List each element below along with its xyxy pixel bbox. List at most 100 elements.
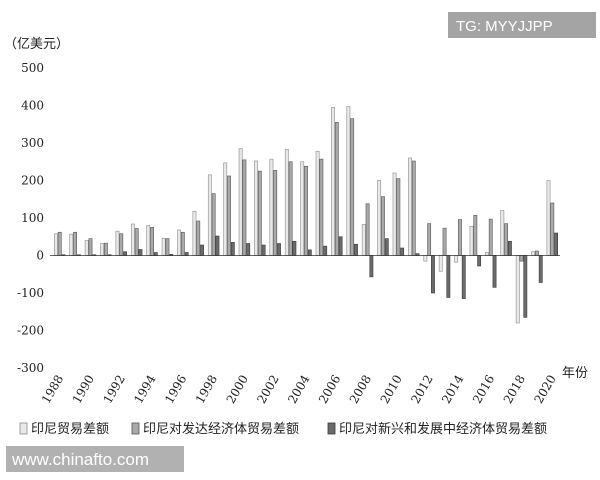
bar-2-2001 [257,170,262,256]
x-axis-unit-label: 年份 [562,366,588,381]
bar-1-1989 [69,233,74,256]
bar-2-1994 [150,227,154,256]
bar-2-2014 [458,219,462,256]
x-tick-label: 2006 [316,373,343,406]
bar-3-2017 [508,240,512,256]
bar-2-1989 [73,231,77,256]
bar-3-1994 [153,252,158,256]
watermark-top-right: TG: MYYJJPP [448,12,596,38]
bar-1-2010 [392,172,397,256]
watermark-bottom-left-text: www.chinafto.com [11,450,149,469]
bar-1-2016 [485,252,489,256]
bar-1-2005 [315,150,320,256]
bar-2-1997 [196,220,201,256]
bar-2-1993 [134,228,139,256]
bar-3-2003 [292,240,297,256]
bar-3-2019 [538,255,543,283]
bar-3-2013 [446,255,451,298]
legend: 印尼贸易差额 印尼对发达经济体贸易差额 印尼对新兴和发展中经济体贸易差额 [19,421,547,437]
legend-label-1: 印尼贸易差额 [31,422,109,437]
bar-2-1995 [165,238,170,256]
x-tick-label: 1988 [39,373,66,406]
x-tick-label: 2014 [439,372,467,406]
x-axis: 1988 1990 1992 1994 1996 1998 2000 2002 2004 2006… [39,372,559,406]
bar-3-1992 [123,251,127,256]
legend-swatch-2 [131,422,140,435]
bar-2-1998 [211,193,216,256]
bar-2-2017 [504,223,509,256]
y-tick-label: -200 [17,324,44,338]
bar-3-2018 [523,255,528,318]
x-tick-label: 1998 [193,373,220,406]
bar-2-2003 [288,161,293,256]
bar-3-2006 [338,236,343,256]
bar-1-1995 [161,237,166,256]
y-tick-label: -100 [17,286,44,300]
bar-1-1998 [207,174,212,256]
bar-3-1996 [184,252,189,256]
bar-1-1993 [130,223,135,256]
x-tick-label: 2020 [532,373,559,406]
bar-3-1999 [230,242,235,256]
x-tick-label: 1992 [100,373,127,406]
bar-3-2015 [477,255,482,267]
bar-2-2015 [473,215,478,256]
legend-swatch-1 [19,422,28,435]
bar-3-2000 [246,243,251,256]
bar-2-2011 [411,160,416,256]
bar-1-1994 [146,225,151,256]
bar-2-2008 [365,203,370,256]
bar-2-1999 [227,175,231,256]
y-tick-label: 400 [21,99,44,113]
bar-2-1992 [119,233,124,256]
y-tick-label: -300 [17,361,44,375]
bar-2-1991 [103,242,108,256]
bar-1-2020 [546,180,551,256]
x-tick-label: 1990 [70,373,97,406]
bar-1-1999 [223,162,228,256]
x-tick-label: 2018 [501,373,528,406]
bar-1-2004 [300,161,305,256]
bar-1-2003 [284,149,289,256]
bar-1-2001 [254,160,258,256]
bar-1-1988 [53,233,58,256]
bar-1-2002 [269,158,274,256]
bar-1-1997 [192,210,197,256]
bar-2-2000 [242,159,247,256]
bars-group [53,106,559,324]
y-tick-label: 0 [36,249,44,263]
bar-1-1992 [115,230,120,256]
bar-2-1996 [180,231,185,256]
bar-1-2018 [515,255,520,324]
y-axis-unit-label: （亿美元） [4,37,69,52]
bar-1-2008 [361,224,366,256]
bar-2-2009 [381,196,385,256]
bar-3-1997 [200,244,204,256]
legend-label-3: 印尼对新兴和发展中经济体贸易差额 [339,421,547,437]
bar-2-2020 [550,202,555,256]
bar-2-2004 [304,165,308,256]
bar-3-1993 [138,249,143,256]
bar-3-2008 [369,255,374,278]
bar-3-2002 [277,243,281,256]
bar-3-2012 [431,255,435,294]
bar-3-2007 [354,243,358,256]
bar-1-1990 [84,240,89,256]
watermark-top-right-bg [448,12,596,38]
bar-1-2007 [346,106,351,256]
bar-3-2010 [400,247,405,256]
x-tick-label: 2012 [408,373,435,406]
bar-2-2002 [273,170,278,256]
bar-3-2016 [492,255,497,288]
x-tick-label: 2010 [378,373,405,406]
bar-3-2020 [554,232,559,256]
bar-2-2005 [319,158,324,256]
bar-2-2013 [442,227,447,256]
bar-2-1990 [88,238,93,256]
bar-1-2017 [500,210,505,256]
bar-1-2011 [408,157,412,256]
bar-1-2009 [377,180,382,256]
bar-1-2012 [423,255,428,262]
bar-3-2014 [461,255,466,299]
